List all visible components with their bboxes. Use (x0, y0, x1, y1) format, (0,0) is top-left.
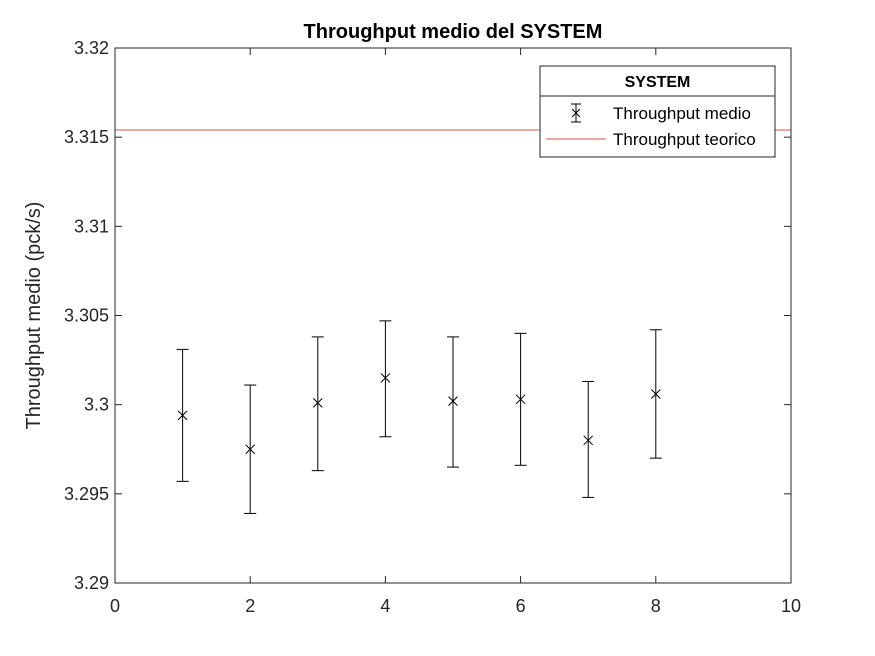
errorbar-point (447, 336, 459, 468)
errorbar-point (514, 332, 527, 466)
legend: SYSTEM Throughput medio Throughput teoric… (539, 65, 776, 158)
legend-box (539, 65, 776, 158)
data-marker-x (448, 396, 458, 406)
legend-entry-label: Throughput medio (613, 104, 751, 123)
y-axis-label: Throughput medio (pck/s) (23, 202, 45, 430)
ticks-layer: 0 2 4 6 8 10 3.29 3.295 3.3 3.305 3.31 3.315 3.32 (64, 38, 801, 616)
x-tick-label: 0 (110, 596, 120, 616)
y-tick-label: 3.315 (64, 127, 109, 147)
y-tick-label: 3.32 (74, 38, 109, 58)
errorbar-point (244, 384, 257, 514)
x-tick-label: 4 (380, 596, 390, 616)
data-marker-x (583, 435, 594, 446)
data-marker-x (650, 389, 661, 399)
errorbar-point (176, 348, 189, 482)
x-tick-label: 2 (245, 596, 255, 616)
errorbar-point (582, 380, 595, 498)
y-tick-label: 3.29 (74, 573, 109, 593)
data-marker-x (515, 394, 526, 405)
y-tick-label: 3.3 (84, 395, 109, 415)
y-tick-label: 3.31 (74, 216, 109, 236)
x-tick-label: 10 (781, 596, 801, 616)
data-marker-x (380, 373, 391, 383)
y-tick-label: 3.295 (64, 484, 109, 504)
chart-title: Throughput medio del SYSTEM (304, 21, 603, 43)
legend-entry: Throughput teorico (546, 130, 756, 149)
data-marker-x (312, 398, 323, 408)
legend-entry: Throughput medio (571, 103, 751, 123)
data-marker-x (177, 410, 188, 421)
x-tick-label: 8 (651, 596, 661, 616)
plot-frame (114, 47, 792, 584)
errorbar-point (649, 329, 662, 459)
x-tick-label: 6 (516, 596, 526, 616)
data-marker-x (245, 444, 256, 455)
legend-entry-label: Throughput teorico (613, 130, 756, 149)
legend-marker-x (571, 108, 581, 118)
legend-title: SYSTEM (625, 74, 691, 91)
y-tick-label: 3.305 (64, 306, 109, 326)
legend-entries: Throughput medio Throughput teorico (546, 103, 756, 149)
errorbar-point (379, 320, 392, 438)
errorbar-point (311, 336, 324, 472)
